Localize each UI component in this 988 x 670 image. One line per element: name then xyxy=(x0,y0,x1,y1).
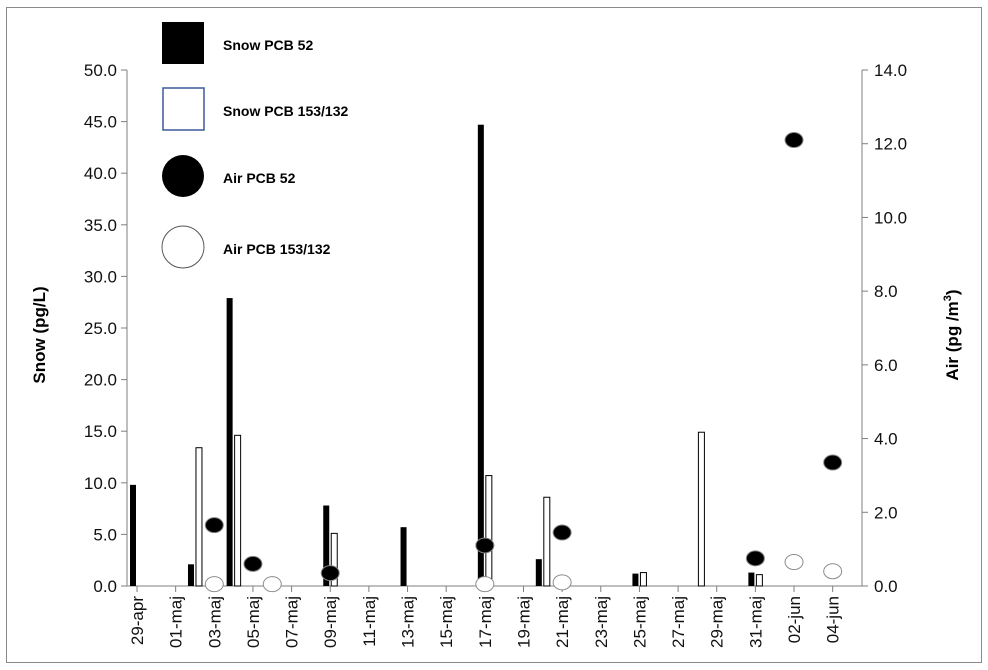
left-tick-label: 0.0 xyxy=(93,577,117,596)
left-tick-label: 40.0 xyxy=(84,164,117,183)
bar-snow-pcb52 xyxy=(535,559,542,586)
legend-label: Snow PCB 52 xyxy=(223,37,313,53)
x-tick-label: 27-maj xyxy=(669,596,688,648)
point-air-pcb52 xyxy=(552,524,572,541)
point-air-pcb52 xyxy=(745,550,765,567)
x-tick-label: 07-maj xyxy=(283,596,302,648)
point-air-pcb153 xyxy=(475,576,495,593)
legend: Snow PCB 52 Snow PCB 153/132 Air PCB 52 Air… xyxy=(161,22,348,269)
bar-snow-pcb153 xyxy=(697,431,705,587)
left-tick-label: 10.0 xyxy=(84,474,117,493)
point-air-pcb153 xyxy=(552,574,572,591)
point-air-pcb52 xyxy=(243,555,263,572)
point-air-pcb52 xyxy=(475,537,495,554)
right-tick-label: 6.0 xyxy=(874,356,898,375)
left-tick-label: 25.0 xyxy=(84,319,117,338)
point-air-pcb52 xyxy=(784,132,804,149)
right-tick-label: 2.0 xyxy=(874,503,898,522)
legend-symbol-air-pcb52 xyxy=(162,155,204,197)
axes-layer: 0.0 5.0 10.0 15.0 20.0 25.0 30.0 35.0 40.0 45.0 50… xyxy=(84,61,907,648)
right-tick-label: 8.0 xyxy=(874,282,898,301)
bars-layer xyxy=(130,124,763,587)
left-tick-label: 30.0 xyxy=(84,267,117,286)
left-axis-title: Snow (pg/L) xyxy=(30,286,49,383)
bar-snow-pcb153 xyxy=(485,475,493,587)
x-tick-label: 01-maj xyxy=(167,596,186,648)
right-tick-label: 12.0 xyxy=(874,135,907,154)
legend-symbol-air-pcb153 xyxy=(161,225,205,269)
legend-label: Air PCB 52 xyxy=(223,170,296,186)
bar-snow-pcb52 xyxy=(323,505,330,586)
right-tick-label: 4.0 xyxy=(874,430,898,449)
left-tick-label: 45.0 xyxy=(84,113,117,132)
bar-snow-pcb52 xyxy=(130,484,136,586)
left-tick-label: 50.0 xyxy=(84,61,117,80)
bar-snow-pcb153 xyxy=(543,496,551,587)
left-tick-label: 5.0 xyxy=(93,525,117,544)
bar-snow-pcb52 xyxy=(748,572,755,586)
point-air-pcb153 xyxy=(204,576,224,593)
x-tick-label: 29-maj xyxy=(708,596,727,648)
point-air-pcb153 xyxy=(262,576,282,593)
legend-label: Snow PCB 153/132 xyxy=(223,103,348,119)
right-axis-title: Air (pg /m3) xyxy=(942,289,962,380)
points-layer xyxy=(204,132,843,593)
point-air-pcb52 xyxy=(823,454,843,471)
x-tick-label: 11-maj xyxy=(360,596,379,647)
legend-label: Air PCB 153/132 xyxy=(223,241,331,257)
bar-snow-pcb52 xyxy=(477,124,484,587)
bar-snow-pcb52 xyxy=(400,527,407,586)
x-tick-label: 17-maj xyxy=(476,596,495,648)
x-tick-label: 23-maj xyxy=(592,596,611,648)
x-tick-label: 09-maj xyxy=(321,596,340,648)
x-tick-label: 03-maj xyxy=(205,596,224,648)
x-tick-label: 02-jun xyxy=(785,596,804,643)
x-tick-label: 21-maj xyxy=(553,596,572,648)
left-tick-label: 20.0 xyxy=(84,371,117,390)
bar-snow-pcb153 xyxy=(755,574,763,587)
x-tick-label: 19-maj xyxy=(514,596,533,648)
point-air-pcb153 xyxy=(784,554,804,571)
x-tick-label: 25-maj xyxy=(630,596,649,648)
right-tick-label: 10.0 xyxy=(874,208,907,227)
bar-snow-pcb52 xyxy=(632,573,639,586)
left-tick-label: 15.0 xyxy=(84,422,117,441)
legend-symbol-snow-pcb153 xyxy=(162,87,205,131)
x-tick-label: 29-apr xyxy=(128,596,147,645)
bar-snow-pcb153 xyxy=(234,434,242,587)
point-air-pcb153 xyxy=(823,563,843,580)
point-air-pcb52 xyxy=(204,517,224,534)
right-tick-label: 14.0 xyxy=(874,61,907,80)
x-tick-label: 05-maj xyxy=(244,596,263,648)
chart-frame: 0.0 5.0 10.0 15.0 20.0 25.0 30.0 35.0 40.0 45.0 50… xyxy=(6,7,982,663)
x-tick-label: 04-jun xyxy=(824,596,843,643)
bar-snow-pcb153 xyxy=(639,572,647,587)
point-air-pcb52 xyxy=(320,565,340,582)
x-tick-label: 13-maj xyxy=(399,596,418,648)
bar-snow-pcb52 xyxy=(226,298,233,586)
bar-snow-pcb153 xyxy=(330,532,338,587)
chart-svg: 0.0 5.0 10.0 15.0 20.0 25.0 30.0 35.0 40.0 45.0 50… xyxy=(30,22,962,648)
bar-snow-pcb153 xyxy=(195,447,203,587)
x-tick-label: 31-maj xyxy=(746,596,765,648)
x-tick-label: 15-maj xyxy=(437,596,456,648)
right-tick-label: 0.0 xyxy=(874,577,898,596)
bar-snow-pcb52 xyxy=(187,564,194,586)
legend-symbol-snow-pcb52 xyxy=(162,22,204,64)
left-tick-label: 35.0 xyxy=(84,216,117,235)
